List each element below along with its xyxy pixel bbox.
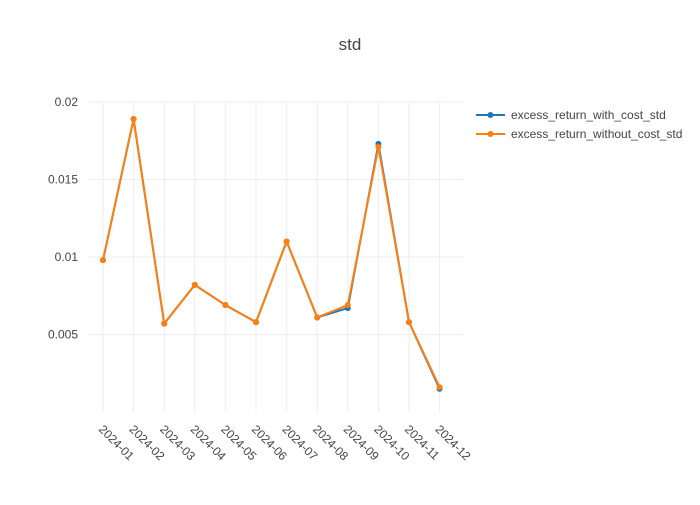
series-excess_return_with_cost_std bbox=[100, 116, 443, 392]
y-tick-label: 0.015 bbox=[48, 173, 78, 187]
data-point[interactable] bbox=[130, 116, 137, 123]
series-layer bbox=[100, 116, 443, 392]
data-point[interactable] bbox=[283, 238, 290, 245]
data-point[interactable] bbox=[436, 384, 443, 391]
legend[interactable]: excess_return_with_cost_std excess_return… bbox=[476, 108, 682, 141]
data-point[interactable] bbox=[314, 314, 321, 321]
legend-label: excess_return_with_cost_std bbox=[511, 108, 666, 122]
legend-marker-icon bbox=[487, 112, 494, 118]
series-line bbox=[102, 118, 441, 388]
data-point[interactable] bbox=[406, 319, 412, 326]
legend-item[interactable]: excess_return_with_cost_std bbox=[476, 108, 666, 122]
axes: 2024-012024-022024-032024-042024-052024-… bbox=[48, 95, 474, 463]
y-tick-label: 0.005 bbox=[48, 328, 78, 342]
legend-item[interactable]: excess_return_without_cost_std bbox=[476, 127, 682, 141]
data-point[interactable] bbox=[375, 143, 382, 150]
y-tick-label: 0.02 bbox=[55, 95, 79, 109]
chart-title: std bbox=[339, 35, 362, 54]
grid bbox=[88, 101, 463, 412]
data-point[interactable] bbox=[100, 257, 106, 264]
data-point[interactable] bbox=[191, 281, 198, 288]
legend-marker-icon bbox=[487, 131, 494, 137]
x-tick-label: 2024-12 bbox=[432, 422, 473, 463]
legend-label: excess_return_without_cost_std bbox=[511, 127, 682, 141]
data-point[interactable] bbox=[344, 302, 351, 309]
y-tick-label: 0.01 bbox=[55, 250, 79, 264]
data-point[interactable] bbox=[222, 302, 229, 309]
data-point[interactable] bbox=[161, 320, 168, 327]
series-excess_return_without_cost_std bbox=[100, 116, 443, 391]
data-point[interactable] bbox=[253, 319, 259, 326]
